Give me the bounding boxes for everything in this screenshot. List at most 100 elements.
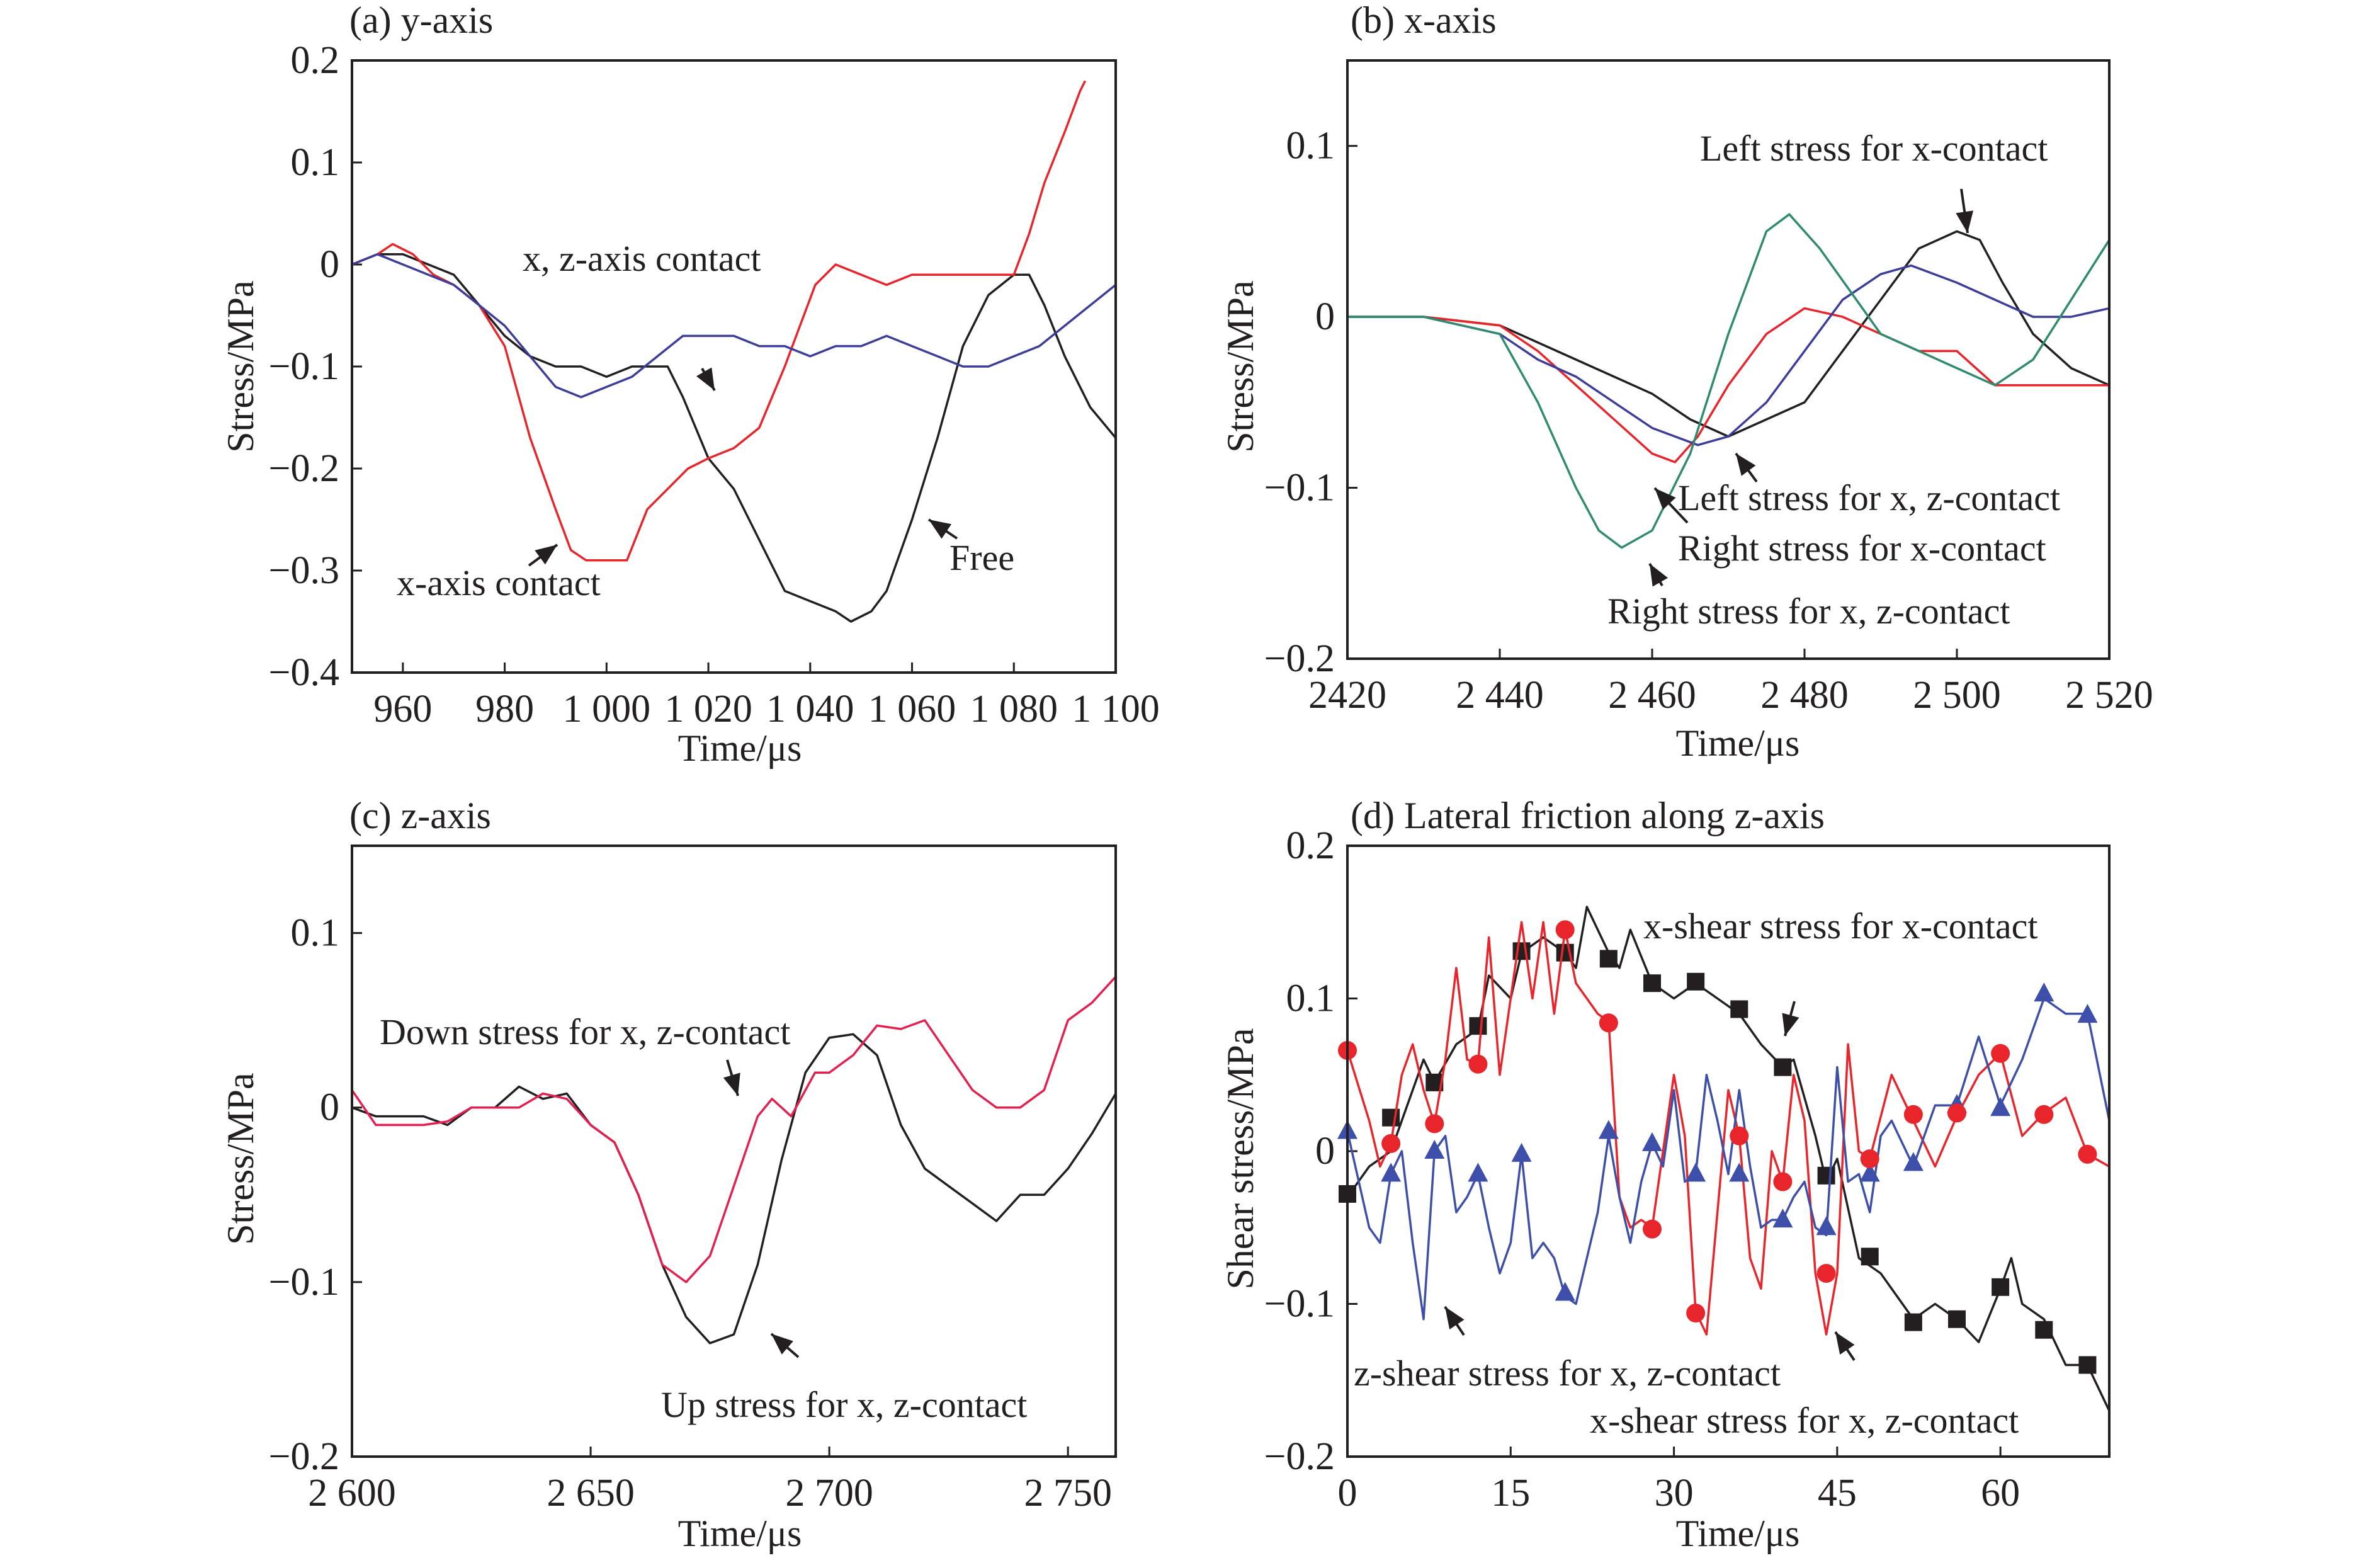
annotation-down-xz-contact: Down stress for x, z-contact bbox=[380, 1011, 790, 1052]
x-tick-label: 2 460 bbox=[1608, 674, 1696, 717]
arrowhead-icon bbox=[1782, 1013, 1799, 1036]
annotation-xz-axis-contact: x, z-axis contact bbox=[523, 238, 761, 279]
series-z-shear-stress-for-x-z-contact bbox=[1346, 997, 2111, 1321]
x-tick-label: 1 000 bbox=[563, 688, 651, 731]
arrowhead-icon bbox=[696, 367, 715, 390]
x-tick-label: 2 600 bbox=[308, 1472, 396, 1515]
panel-a-xlabel: Time/μs bbox=[678, 727, 802, 769]
arrowhead-icon bbox=[771, 1334, 793, 1355]
y-tick-label: 0 bbox=[1315, 295, 1335, 338]
panel-d-frame bbox=[1346, 844, 2111, 1458]
marker-circle bbox=[1381, 1134, 1401, 1153]
y-tick-label: −0.1 bbox=[1264, 467, 1335, 509]
y-tick-label: −0.1 bbox=[269, 345, 339, 388]
x-tick-label: 1 020 bbox=[664, 688, 752, 731]
marker-square bbox=[1992, 1278, 2010, 1296]
panel-c-ylabel: Stress/MPa bbox=[220, 1072, 261, 1244]
annotation-free: Free bbox=[949, 537, 1014, 578]
marker-triangle bbox=[1381, 1163, 1402, 1182]
x-tick-label: 2 650 bbox=[547, 1472, 635, 1515]
panel-c-xlabel: Time/μs bbox=[678, 1513, 802, 1554]
y-tick-label: 0 bbox=[320, 243, 339, 286]
marker-square bbox=[1643, 974, 1661, 992]
panel-c-frame bbox=[351, 844, 1117, 1458]
panel-c-title: (c) z-axis bbox=[349, 795, 491, 836]
marker-square bbox=[1687, 972, 1705, 991]
marker-circle bbox=[1947, 1103, 1966, 1123]
arrowhead-icon bbox=[1736, 453, 1756, 476]
y-tick-label: 0.2 bbox=[1286, 824, 1335, 867]
arrowhead-icon bbox=[723, 1072, 740, 1096]
series-free bbox=[351, 253, 1117, 623]
series-x-z-axis-contact bbox=[351, 253, 1117, 399]
panel-d: (d) Lateral friction along z-axis Time/μ… bbox=[1220, 795, 2111, 1554]
x-tick-label: 0 bbox=[1338, 1472, 1357, 1515]
x-tick-label: 2 500 bbox=[1913, 674, 2001, 717]
x-tick-label: 30 bbox=[1655, 1472, 1694, 1515]
y-tick-label: 0 bbox=[320, 1086, 339, 1129]
marker-triangle bbox=[1772, 1208, 1793, 1228]
marker-circle bbox=[1730, 1126, 1749, 1146]
marker-circle bbox=[1555, 920, 1575, 940]
marker-circle bbox=[1860, 1149, 1879, 1169]
marker-triangle bbox=[1555, 1282, 1575, 1301]
marker-triangle bbox=[1816, 1216, 1837, 1236]
panel-c-ticks: 2 600 2 650 2 700 2 750 −0.2 −0.1 0 0.1 bbox=[269, 912, 1112, 1515]
y-tick-label: 0.2 bbox=[291, 39, 340, 82]
panel-d-xlabel: Time/μs bbox=[1676, 1513, 1800, 1554]
arrowhead-icon bbox=[1835, 1332, 1855, 1355]
marker-triangle bbox=[1859, 1163, 1880, 1182]
marker-square bbox=[1599, 950, 1618, 968]
series-right-stress-for-x-z-contact bbox=[1347, 213, 2111, 549]
annotation-zshear-xz-contact: z-shear stress for x, z-contact bbox=[1354, 1353, 1781, 1394]
panel-d-lines bbox=[1337, 906, 2111, 1412]
marker-circle bbox=[1773, 1172, 1793, 1191]
y-tick-label: 0.1 bbox=[291, 912, 340, 955]
panel-c-lines bbox=[351, 975, 1117, 1345]
x-tick-label: 980 bbox=[475, 688, 534, 731]
panel-b-lines bbox=[1347, 213, 2111, 549]
marker-square bbox=[2035, 1321, 2053, 1339]
arrowhead-icon bbox=[929, 520, 952, 539]
marker-square bbox=[1861, 1248, 1879, 1266]
marker-circle bbox=[1903, 1105, 1923, 1124]
panel-a-frame bbox=[351, 59, 1117, 674]
y-tick-label: 0 bbox=[1315, 1130, 1335, 1173]
marker-circle bbox=[1425, 1114, 1444, 1134]
marker-square bbox=[1512, 942, 1531, 960]
arrowhead-icon bbox=[535, 545, 557, 565]
marker-circle bbox=[2078, 1144, 2097, 1164]
marker-triangle bbox=[1642, 1132, 1662, 1151]
series-down-stress-for-x-z-contact bbox=[351, 975, 1117, 1283]
arrowhead-icon bbox=[1956, 210, 1974, 233]
y-tick-label: 0.1 bbox=[1286, 125, 1335, 168]
panel-a-lines bbox=[351, 80, 1117, 623]
annotation-up-xz-contact: Up stress for x, z-contact bbox=[661, 1384, 1027, 1425]
marker-circle bbox=[2034, 1105, 2054, 1124]
marker-circle bbox=[1599, 1013, 1618, 1033]
y-tick-label: 0.1 bbox=[291, 141, 340, 184]
panel-d-title: (d) Lateral friction along z-axis bbox=[1351, 795, 1825, 836]
series-left-stress-for-x-contact bbox=[1347, 230, 2110, 438]
y-tick-label: −0.2 bbox=[269, 1435, 339, 1478]
panel-a-ylabel: Stress/MPa bbox=[220, 280, 261, 452]
marker-triangle bbox=[1511, 1142, 1532, 1162]
y-tick-label: −0.4 bbox=[269, 651, 339, 694]
series-right-stress-for-x-contact bbox=[1347, 307, 2109, 463]
marker-circle bbox=[1686, 1304, 1706, 1323]
x-tick-label: 2 480 bbox=[1760, 674, 1849, 717]
panel-b: (b) x-axis Time/μs Stress/MPa 2420 2 440 2… bbox=[1220, 0, 2153, 764]
marker-circle bbox=[1991, 1043, 2010, 1063]
marker-square bbox=[1469, 1017, 1487, 1035]
x-tick-label: 1 100 bbox=[1072, 688, 1160, 731]
y-tick-label: −0.2 bbox=[1264, 1435, 1335, 1478]
panel-b-frame bbox=[1346, 59, 2111, 660]
panel-a: (a) y-axis Time/μs Stress/MPa 960 980 1 00… bbox=[220, 0, 1160, 769]
x-tick-label: 60 bbox=[1981, 1472, 2020, 1515]
annotation-xshear-xz-contact: x-shear stress for x, z-contact bbox=[1590, 1400, 2019, 1441]
y-tick-label: 0.1 bbox=[1286, 977, 1335, 1020]
y-tick-label: −0.2 bbox=[1264, 637, 1335, 680]
marker-square bbox=[1948, 1310, 1966, 1328]
x-tick-label: 1 080 bbox=[970, 688, 1058, 731]
